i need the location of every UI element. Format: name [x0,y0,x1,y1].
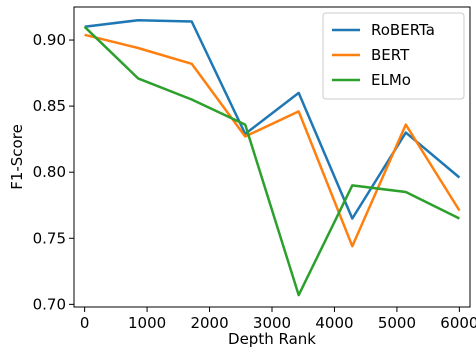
x-tick-label: 1000 [128,314,166,332]
x-tick-label: 0 [80,314,90,332]
legend: RoBERTa BERT ELMo [322,12,465,100]
series-line-bert [84,33,461,248]
x-axis-ticks: 0 1000 2000 3000 4000 5000 6000 [80,307,476,332]
series-lines [83,18,461,297]
x-tick-label: 6000 [440,314,476,332]
y-axis-ticks: 0.70 0.75 0.80 0.85 0.90 [33,31,74,313]
y-tick-label: 0.90 [33,31,66,49]
y-tick-label: 0.80 [33,163,66,181]
x-tick-label: 5000 [378,314,416,332]
y-tick-label: 0.75 [33,229,66,247]
legend-label: BERT [371,46,410,64]
x-tick-label: 4000 [315,314,353,332]
legend-label: ELMo [371,71,411,89]
x-axis-title: Depth Rank [228,330,316,348]
x-tick-label: 2000 [190,314,228,332]
y-axis-title: F1-Score [8,124,26,190]
series-line-elmo [83,25,460,297]
x-tick-label: 3000 [253,314,291,332]
legend-label: RoBERTa [371,21,435,39]
y-tick-label: 0.70 [33,295,66,313]
y-tick-label: 0.85 [33,97,66,115]
legend-box [322,12,465,100]
